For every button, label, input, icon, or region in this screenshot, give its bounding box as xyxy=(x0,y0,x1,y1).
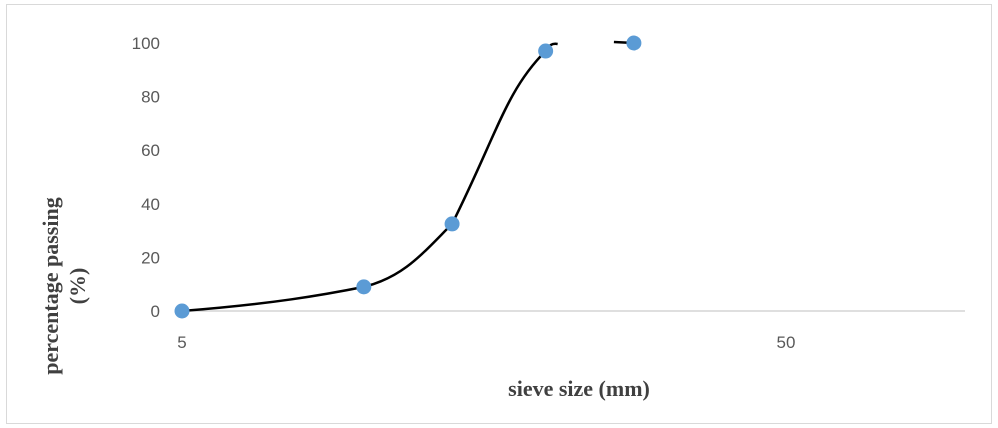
y-axis-title-line-1: percentage passing xyxy=(38,197,63,374)
x-axis-title: sieve size (mm) xyxy=(508,376,650,401)
y-tick-label: 20 xyxy=(141,248,160,267)
x-tick-label: 5 xyxy=(177,333,186,352)
x-tick-labels: 5 50 xyxy=(177,333,795,352)
chart-frame xyxy=(6,4,992,424)
y-axis-title-line-2: (%) xyxy=(65,268,90,305)
data-point xyxy=(174,303,190,319)
y-tick-label: 60 xyxy=(141,141,160,160)
y-tick-labels: 0 20 40 60 80 100 xyxy=(132,34,160,321)
data-point xyxy=(538,43,554,59)
data-points xyxy=(174,35,642,319)
data-point xyxy=(626,35,642,51)
y-tick-label: 40 xyxy=(141,195,160,214)
data-point xyxy=(356,279,372,295)
y-tick-label: 80 xyxy=(141,88,160,107)
trend-curve xyxy=(181,42,558,313)
data-point xyxy=(444,216,460,232)
y-tick-label: 100 xyxy=(132,34,160,53)
y-tick-label: 0 xyxy=(151,302,160,321)
x-tick-label: 50 xyxy=(777,333,796,352)
